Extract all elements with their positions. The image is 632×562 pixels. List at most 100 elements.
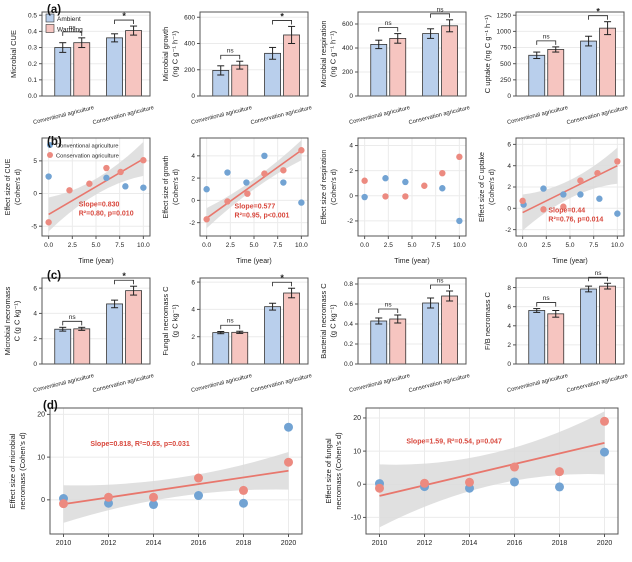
data-point-blue — [243, 179, 250, 186]
bar-warming — [283, 292, 300, 365]
y-tick-label: 10 — [37, 454, 45, 461]
significance-label: ns — [69, 314, 77, 321]
bar-ambient — [212, 332, 230, 365]
significance-bracket — [62, 320, 83, 326]
regression-line — [379, 441, 605, 497]
bar-ambient — [580, 288, 597, 365]
x-tick-label: 2.5 — [384, 242, 393, 249]
bar-ambient — [54, 47, 72, 97]
data-point-blue — [577, 191, 584, 198]
significance-bracket — [430, 284, 450, 289]
significance-label: ns — [437, 278, 445, 285]
category-label: Conventional agriculture — [349, 105, 411, 126]
x-tick-label: 5.0 — [407, 242, 416, 249]
plot-border — [41, 11, 151, 97]
significance-label: ns — [227, 48, 235, 55]
x-tick-label: 7.5 — [273, 242, 282, 249]
data-point-red — [560, 203, 567, 210]
data-point-red — [239, 485, 248, 495]
regression-line — [63, 469, 289, 505]
y-tick-label: 20 — [37, 412, 45, 419]
y-tick-label: 0.4 — [28, 29, 37, 36]
data-point-red — [103, 164, 110, 172]
significance-bracket — [114, 279, 134, 285]
category-label: Conventional agriculture — [507, 373, 569, 394]
y-tick-label: 200 — [342, 69, 353, 76]
category-label: Conventional agriculture — [191, 373, 253, 394]
x-tick-label: 2020 — [281, 540, 297, 547]
x-tick-label: 2.5 — [542, 242, 551, 249]
y-axis-label: F/B necromass C — [483, 291, 492, 350]
y-tick-label: 6 — [507, 142, 511, 149]
plot-border — [365, 407, 619, 535]
y-tick-label: 0 — [33, 361, 37, 368]
significance-bracket — [272, 281, 292, 287]
y-tick-label: 0.2 — [28, 61, 37, 68]
data-point-blue — [382, 175, 389, 182]
plot-border — [49, 407, 303, 535]
bar-warming — [231, 331, 249, 365]
bar-ambient — [370, 44, 388, 97]
y-axis-label: Fungal necromass C — [161, 286, 170, 356]
bar-ambient — [370, 320, 388, 365]
effect-size-c-uptake-scatter: Slope=0.44 R²=0.76, p=0.014 -2 0 2 4 6 0.0 2.5 5.… — [479, 137, 625, 265]
x-tick-label: 2018 — [236, 540, 252, 547]
x-axis-label: Time (year) — [236, 258, 272, 265]
y-tick-label: -2 — [347, 218, 353, 225]
x-tick-label: 2.5 — [68, 242, 77, 249]
bar-warming — [441, 25, 458, 97]
data-point-red — [59, 499, 68, 509]
data-point-blue — [510, 477, 519, 487]
category-label: Conventional agriculture — [349, 373, 411, 394]
data-point-red — [540, 206, 547, 213]
data-point-red — [577, 177, 584, 184]
y-tick-label: 6 — [507, 304, 511, 311]
y-axis-label: (g C kg⁻¹) — [171, 304, 180, 338]
y-tick-label: 1250 — [497, 12, 512, 19]
data-point-red — [361, 177, 368, 184]
data-point-red — [149, 492, 158, 502]
y-tick-label: 750 — [500, 45, 511, 52]
data-point-red — [298, 147, 305, 154]
legend-label: Warming — [57, 27, 83, 34]
significance-label: * — [122, 11, 126, 21]
significance-label: ns — [595, 270, 603, 277]
x-tick-label: 7.5 — [589, 242, 598, 249]
panel-b-label: (b) — [47, 136, 62, 148]
y-tick-label: 2 — [191, 175, 195, 182]
category-label: Conservation agriculture — [92, 373, 154, 394]
fit-stats-label: Slope=0.818, R²=0.65, p=0.031 — [90, 441, 190, 448]
bar-ambient — [422, 33, 439, 97]
y-tick-label: 0.3 — [28, 45, 37, 52]
y-axis-label: C uptake (ng C g⁻¹ h⁻¹) — [483, 14, 492, 93]
y-axis-label: Effect size of respiration — [321, 150, 328, 225]
significance-bracket — [114, 19, 134, 25]
x-tick-label: 5.0 — [565, 242, 574, 249]
data-point-red — [194, 473, 203, 483]
y-tick-label: 4 — [33, 311, 37, 318]
data-point-blue — [361, 193, 368, 201]
bar-ambient — [106, 37, 123, 97]
bar-ambient — [422, 302, 439, 365]
x-tick-label: 10.0 — [295, 242, 308, 249]
data-point-red — [456, 153, 463, 161]
significance-label: ns — [437, 6, 445, 13]
bar-ambient — [580, 40, 597, 97]
y-tick-label: -2 — [189, 220, 195, 227]
y-axis-label: (Cohen's d) — [489, 169, 496, 205]
bar-ambient — [264, 306, 281, 365]
y-tick-label: 0 — [191, 361, 195, 368]
y-axis-label: Effect size of C uptake — [479, 152, 486, 222]
data-point-blue — [122, 183, 129, 190]
data-point-red — [375, 483, 384, 493]
bar-warming — [441, 295, 458, 365]
y-tick-label: 0 — [33, 191, 37, 198]
y-tick-label: 400 — [342, 45, 353, 52]
effect-size-microbial-necromass-scatter: Slope=0.818, R²=0.65, p=0.031 0 10 20 2010 20… — [8, 407, 303, 547]
significance-label: ns — [385, 302, 393, 309]
significance-label: * — [122, 271, 126, 281]
y-axis-label: (ng C g⁻¹ h⁻¹) — [329, 30, 338, 77]
data-point-red — [203, 216, 210, 223]
y-axis-label: Bacterial necromass C — [319, 283, 328, 359]
data-point-blue — [600, 447, 609, 457]
